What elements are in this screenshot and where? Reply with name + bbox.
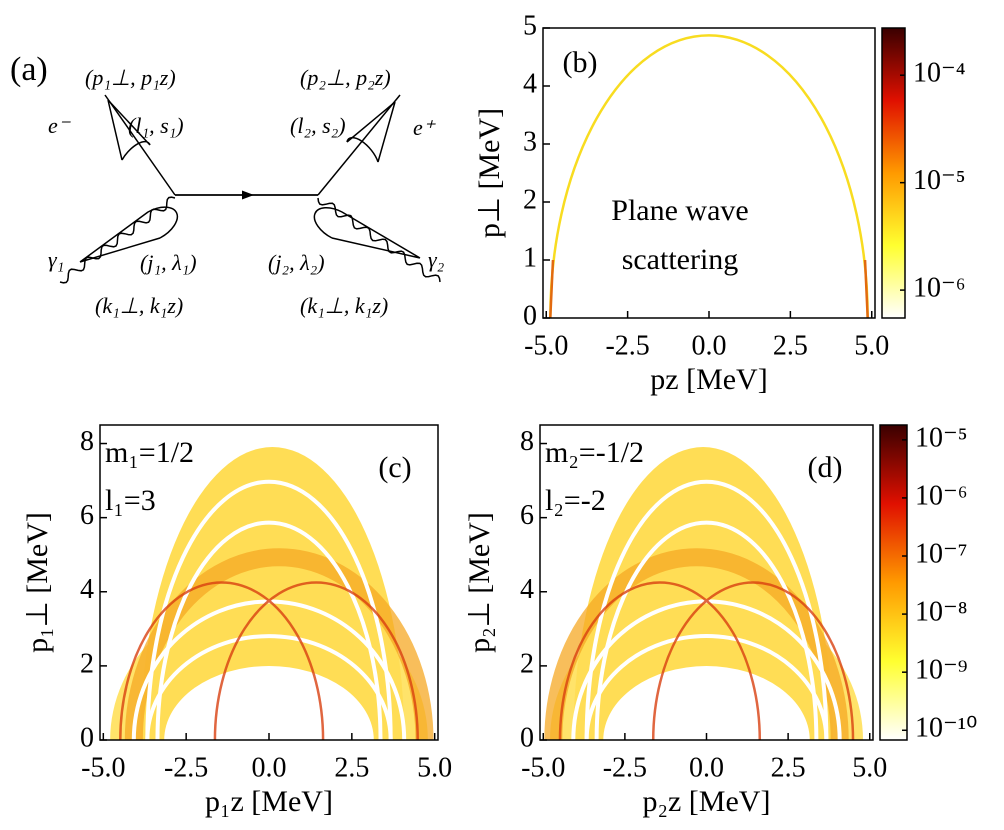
density-node bbox=[584, 479, 829, 740]
quantum-label: (j₂, λ₂) bbox=[268, 250, 325, 275]
panel-label: (b) bbox=[563, 46, 598, 79]
particle-label: e⁻ bbox=[48, 113, 72, 138]
particle-label: γ₁ bbox=[48, 247, 64, 272]
y-axis-label: p₁⊥ [MeV] bbox=[21, 512, 54, 653]
y-tick-label: 2 bbox=[520, 648, 534, 679]
x-tick-label: -2.5 bbox=[164, 752, 208, 783]
positron-cone bbox=[346, 101, 396, 163]
y-tick-label: 4 bbox=[80, 574, 94, 605]
annotation: l₂=-2 bbox=[545, 484, 606, 517]
density-node bbox=[155, 520, 383, 740]
heatmap bbox=[544, 447, 864, 740]
y-tick-label: 6 bbox=[520, 500, 534, 531]
x-tick-label: 0.0 bbox=[689, 752, 724, 783]
colorbar-tick-label: 10⁻⁴ bbox=[913, 58, 966, 89]
quantum-label: (j₁, λ₁) bbox=[140, 250, 197, 275]
colorbar-tick-label: 10⁻⁶ bbox=[913, 273, 966, 304]
y-tick-label: 4 bbox=[523, 68, 537, 99]
y-tick-label: 0 bbox=[523, 300, 537, 331]
colorbar-tick-label: 10⁻⁵ bbox=[913, 165, 966, 196]
y-tick-label: 6 bbox=[80, 500, 94, 531]
y-tick-label: 8 bbox=[520, 426, 534, 457]
y-tick-label: 3 bbox=[523, 126, 537, 157]
colorbar-tick-label: 10⁻⁵ bbox=[915, 422, 968, 453]
colorbar-tick-label: 10⁻⁸ bbox=[915, 597, 968, 628]
density-node bbox=[145, 479, 393, 740]
density-arc bbox=[549, 34, 869, 318]
y-axis-label: p⊥ [MeV] bbox=[473, 108, 506, 238]
x-tick-label: -2.5 bbox=[605, 330, 649, 361]
particle-label: γ₂ bbox=[428, 247, 445, 272]
quantum-label: (l₂, s₂) bbox=[290, 113, 346, 138]
heatmap bbox=[549, 34, 869, 318]
annotation: m₂=-1/2 bbox=[545, 436, 644, 469]
electron-cone bbox=[107, 99, 151, 161]
y-tick-label: 5 bbox=[523, 10, 537, 41]
annotation: m₁=1/2 bbox=[105, 436, 194, 469]
quantum-label: (p₁⊥, p₁z) bbox=[85, 65, 176, 90]
density-band bbox=[544, 548, 849, 740]
colorbar-tick-label: 10⁻⁷ bbox=[915, 538, 968, 569]
x-tick-label: -5.0 bbox=[524, 330, 568, 361]
panel-label: (a) bbox=[10, 51, 48, 88]
panel-label: (d) bbox=[808, 451, 843, 484]
y-tick-label: 0 bbox=[80, 722, 94, 753]
annotation: scattering bbox=[622, 243, 739, 276]
density-node bbox=[145, 634, 393, 740]
quantum-label: (p₂⊥, p₂z) bbox=[300, 65, 391, 90]
electron-line bbox=[104, 94, 176, 196]
colorbar-tick-label: 10⁻¹⁰ bbox=[915, 713, 977, 744]
y-axis-label: p₂⊥ [MeV] bbox=[463, 512, 496, 653]
density-arc-edge bbox=[549, 259, 869, 318]
panel-label: (c) bbox=[378, 451, 411, 484]
density-node bbox=[594, 520, 819, 740]
x-tick-label: 5.0 bbox=[417, 752, 452, 783]
y-tick-label: 2 bbox=[523, 184, 537, 215]
density-edge bbox=[119, 581, 419, 740]
photon2-line bbox=[317, 197, 441, 283]
x-tick-label: 2.5 bbox=[773, 330, 808, 361]
quantum-label: (k₁⊥, k₁z) bbox=[95, 293, 183, 318]
density-edge bbox=[558, 581, 855, 740]
x-tick-label: 2.5 bbox=[771, 752, 806, 783]
x-tick-label: 0.0 bbox=[692, 330, 727, 361]
positron-line bbox=[317, 94, 401, 196]
y-tick-label: 4 bbox=[520, 574, 534, 605]
y-tick-label: 2 bbox=[80, 648, 94, 679]
photon1-line bbox=[59, 196, 176, 284]
annotation: Plane wave bbox=[611, 194, 748, 227]
x-tick-label: 2.5 bbox=[334, 752, 369, 783]
y-tick-label: 1 bbox=[523, 242, 537, 273]
quantum-label: (l₁, s₁) bbox=[128, 113, 184, 138]
y-tick-label: 8 bbox=[80, 426, 94, 457]
x-axis-label: p₂z [MeV] bbox=[643, 785, 771, 818]
x-axis-label: p₁z [MeV] bbox=[205, 785, 333, 818]
feynman-diagram bbox=[59, 94, 441, 284]
colorbar-tick-label: 10⁻⁹ bbox=[915, 655, 968, 686]
x-axis-label: pz [MeV] bbox=[650, 363, 767, 396]
density-band bbox=[124, 548, 434, 740]
annotation: l₁=3 bbox=[105, 484, 156, 517]
x-tick-label: 5.0 bbox=[852, 752, 887, 783]
x-tick-label: -5.0 bbox=[521, 752, 565, 783]
colorbar-tick-label: 10⁻⁶ bbox=[915, 480, 968, 511]
density-node bbox=[584, 634, 829, 740]
colorbar bbox=[879, 424, 908, 741]
photon2-cone bbox=[313, 207, 421, 259]
x-tick-label: -5.0 bbox=[81, 752, 125, 783]
y-tick-label: 0 bbox=[520, 722, 534, 753]
heatmap bbox=[110, 447, 434, 740]
particle-label: e⁺ bbox=[413, 115, 437, 140]
x-tick-label: 5.0 bbox=[854, 330, 889, 361]
colorbar bbox=[881, 27, 906, 319]
quantum-label: (k₁⊥, k₁z) bbox=[300, 293, 388, 318]
x-tick-label: -2.5 bbox=[603, 752, 647, 783]
x-tick-label: 0.0 bbox=[252, 752, 287, 783]
